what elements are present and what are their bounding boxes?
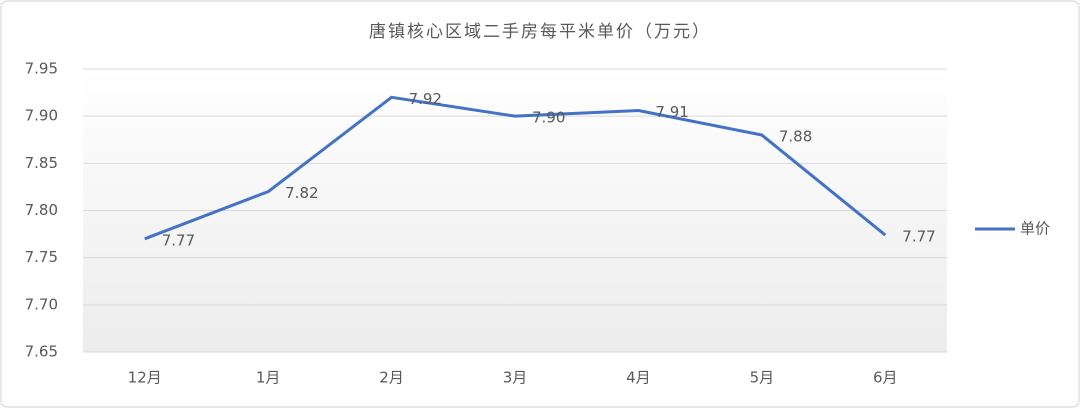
data-label: 7.88 [779, 128, 812, 146]
y-tick-label: 7.90 [25, 107, 58, 125]
x-tick-label: 4月 [626, 369, 651, 387]
x-tick-label: 3月 [503, 369, 528, 387]
x-tick-label: 6月 [873, 369, 898, 387]
series-line [144, 95, 887, 241]
y-tick-label: 7.80 [25, 201, 58, 219]
x-tick-label: 2月 [379, 369, 404, 387]
data-label: 7.92 [409, 90, 442, 108]
data-label: 7.91 [655, 103, 688, 121]
chart-title: 唐镇核心区域二手房每平米单价（万元） [369, 21, 711, 42]
data-label: 7.77 [162, 231, 195, 249]
y-tick-label: 7.65 [25, 343, 58, 361]
data-label: 7.90 [532, 109, 565, 127]
x-tick-label: 5月 [750, 369, 775, 387]
data-label: 7.77 [902, 228, 935, 246]
y-tick-label: 7.70 [25, 295, 58, 313]
y-tick-label: 7.75 [25, 248, 58, 266]
y-tick-label: 7.95 [25, 60, 58, 78]
x-tick-label: 12月 [128, 369, 162, 387]
x-tick-label: 1月 [256, 369, 281, 387]
y-tick-label: 7.85 [25, 154, 58, 172]
data-label: 7.82 [285, 184, 318, 202]
legend-label: 单价 [1020, 220, 1050, 238]
